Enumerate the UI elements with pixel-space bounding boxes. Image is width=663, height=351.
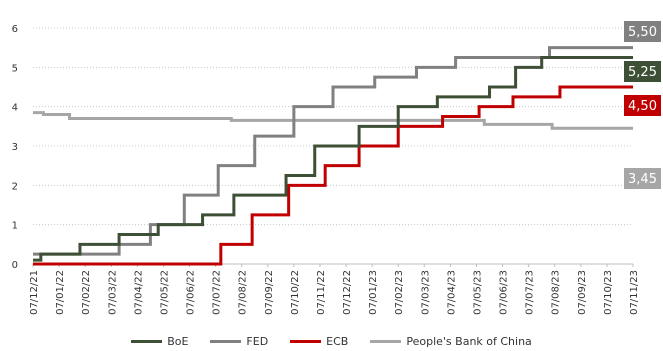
end-labels: 5,25 5,50 4,50 3,45 [624, 21, 661, 189]
x-tick-label: 07/10/22 [290, 270, 301, 315]
x-tick-label: 07/11/22 [316, 270, 327, 315]
x-tick-label: 07/12/21 [29, 270, 40, 315]
x-tick-label: 07/01/23 [368, 270, 379, 315]
legend-swatch [290, 339, 322, 343]
end-label-box [624, 168, 661, 189]
legend-item: FED [210, 333, 268, 349]
end-label-fed: 5,50 [624, 21, 661, 42]
y-tick-label: 6 [12, 24, 18, 35]
end-label-box [624, 95, 661, 116]
legend-item: BoE [131, 333, 188, 349]
series-line-people-s-bank-of-china [33, 111, 633, 130]
x-tick-label: 07/07/22 [212, 270, 223, 315]
legend-swatch [131, 339, 163, 343]
x-tick-label: 07/09/22 [264, 270, 275, 315]
y-tick-label: 0 [12, 260, 18, 271]
x-tick-label: 07/02/23 [394, 270, 405, 315]
x-tick-label: 07/03/22 [107, 270, 118, 315]
x-tick-label: 07/05/22 [159, 270, 170, 315]
legend-item: People's Bank of China [370, 333, 532, 349]
x-tick-label: 07/07/23 [525, 270, 536, 315]
y-tick-label: 3 [12, 142, 18, 153]
series-lines [33, 46, 633, 266]
x-tick-label: 07/05/23 [472, 270, 483, 315]
y-tick-label: 5 [12, 63, 18, 74]
x-axis-ticks: 07/12/21 07/01/22 07/02/22 07/03/22 07/04/22… [29, 264, 640, 315]
legend: BoE FED ECB People's Bank of China [0, 333, 663, 349]
end-label-people-s-bank-of-china: 3,45 [624, 168, 661, 189]
end-label-text: 5,25 [628, 65, 657, 80]
end-label-text: 3,45 [628, 172, 657, 187]
x-tick-label: 07/02/22 [81, 270, 92, 315]
legend-label: BoE [167, 334, 189, 348]
legend-swatch [370, 339, 402, 343]
legend-label: People's Bank of China [406, 334, 532, 348]
legend-item: ECB [290, 333, 348, 349]
x-tick-label: 07/09/23 [577, 270, 588, 315]
x-tick-label: 07/12/22 [342, 270, 353, 315]
end-label-boe: 5,25 [624, 61, 661, 82]
series-line-fed [33, 46, 633, 256]
legend-label: FED [246, 334, 269, 348]
x-tick-label: 07/04/22 [133, 270, 144, 315]
legend-label: ECB [326, 334, 349, 348]
series-line-boe [33, 56, 633, 262]
end-label-box [624, 21, 661, 42]
x-tick-label: 07/08/23 [551, 270, 562, 315]
x-tick-label: 07/01/22 [55, 270, 66, 315]
legend-swatch [210, 339, 242, 343]
end-label-text: 4,50 [628, 99, 657, 114]
x-tick-label: 07/03/23 [420, 270, 431, 315]
x-tick-label: 07/11/23 [629, 270, 640, 315]
x-tick-label: 07/04/23 [446, 270, 457, 315]
x-tick-label: 07/06/22 [186, 270, 197, 315]
end-label-text: 5,50 [628, 25, 657, 40]
y-tick-label: 4 [12, 103, 18, 114]
end-label-ecb: 4,50 [624, 95, 661, 116]
y-tick-label: 2 [12, 181, 18, 192]
end-label-box [624, 61, 661, 82]
y-tick-label: 1 [12, 221, 18, 232]
x-tick-label: 07/08/22 [238, 270, 249, 315]
x-tick-label: 07/06/23 [499, 270, 510, 315]
series-line-ecb [33, 85, 633, 266]
y-axis-ticks: 0 1 2 3 4 5 6 [12, 24, 18, 271]
x-tick-label: 07/10/23 [603, 270, 614, 315]
